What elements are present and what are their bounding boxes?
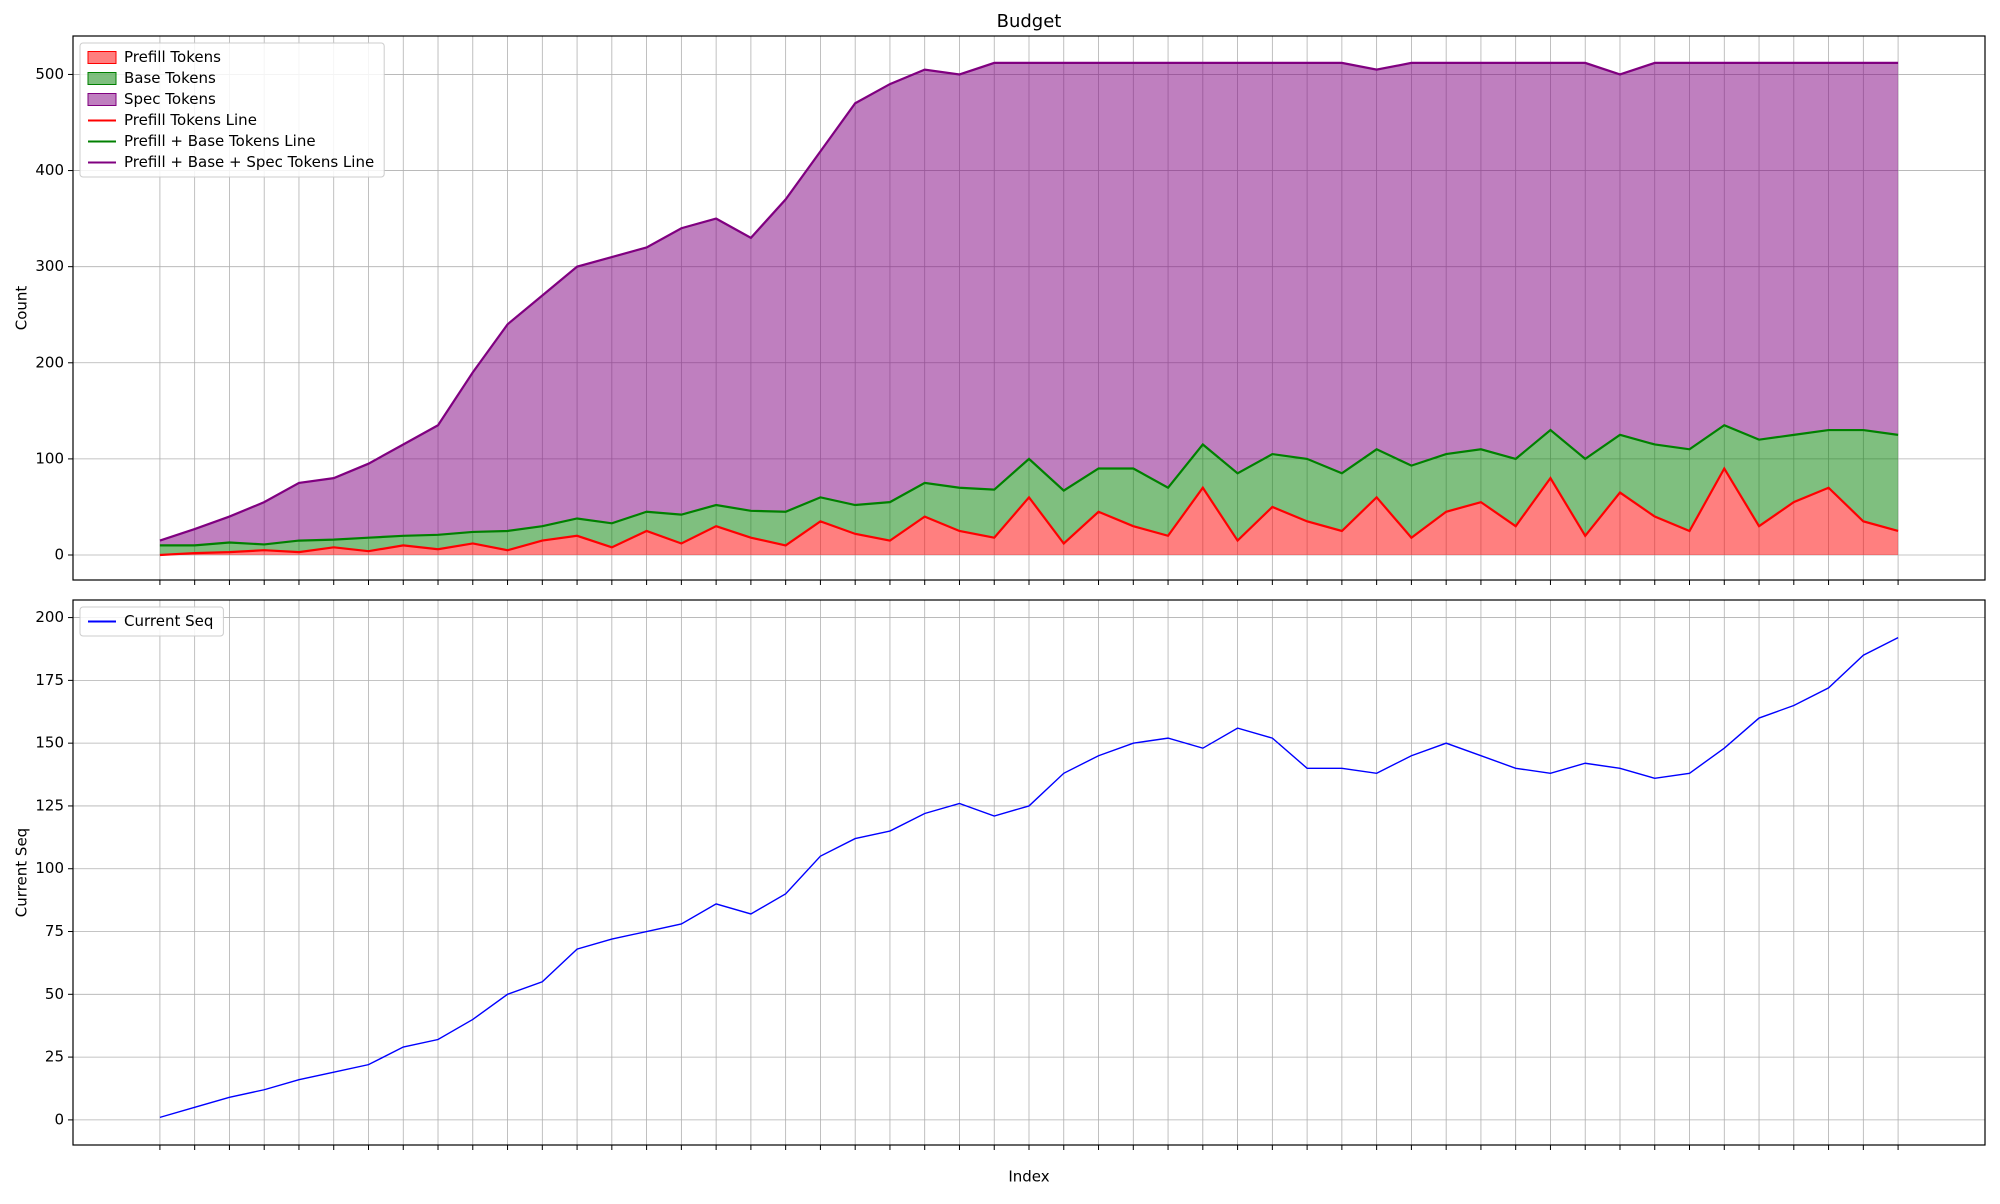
y-tick-label: 100 — [35, 859, 64, 877]
legend-swatch — [87, 93, 117, 106]
y-tick-label: 50 — [45, 985, 64, 1003]
area — [159, 62, 1899, 546]
y-tick-label: 0 — [54, 1110, 64, 1128]
line — [159, 61, 1899, 542]
y-tick-label: 75 — [45, 922, 64, 940]
axes-frame — [72, 599, 1986, 1146]
legend-swatch — [87, 51, 117, 64]
y-tick-label: 150 — [35, 734, 64, 752]
chart-title: Budget — [997, 11, 1062, 32]
y-axis-label: Current Seq — [13, 828, 31, 917]
y-tick-label: 175 — [35, 671, 64, 689]
axes-frame — [72, 35, 1986, 581]
legend: Prefill Tokens Base Tokens Spec Tokens Pref… — [79, 42, 385, 178]
y-tick-label: 500 — [35, 65, 64, 83]
legend: Current Seq — [79, 606, 224, 637]
y-tick-label: 125 — [35, 796, 64, 814]
area — [159, 468, 1899, 556]
y-tick-label: 100 — [35, 449, 64, 467]
y-tick-label: 25 — [45, 1048, 64, 1066]
legend-label: Spec Tokens — [124, 90, 216, 108]
y-tick-label: 0 — [54, 546, 64, 564]
legend-label: Prefill Tokens — [124, 48, 221, 66]
y-tick-label: 200 — [35, 608, 64, 626]
legend-label: Prefill + Base Tokens Line — [124, 132, 316, 150]
line — [159, 637, 1899, 1119]
legend-label: Current Seq — [124, 612, 213, 630]
y-tick-label: 300 — [35, 257, 64, 275]
y-tick-label: 200 — [35, 353, 64, 371]
legend-label: Prefill + Base + Spec Tokens Line — [124, 153, 374, 171]
legend-label: Base Tokens — [124, 69, 216, 87]
legend-frame — [79, 606, 224, 637]
legend-swatch — [87, 72, 117, 85]
y-tick-label: 400 — [35, 161, 64, 179]
line — [159, 424, 1899, 547]
y-axis-label: Count — [13, 286, 31, 331]
area — [159, 425, 1899, 556]
legend-frame — [79, 42, 385, 178]
legend-label: Prefill Tokens Line — [124, 111, 257, 129]
x-axis-label: Index — [1008, 1168, 1049, 1186]
line — [159, 466, 1899, 557]
